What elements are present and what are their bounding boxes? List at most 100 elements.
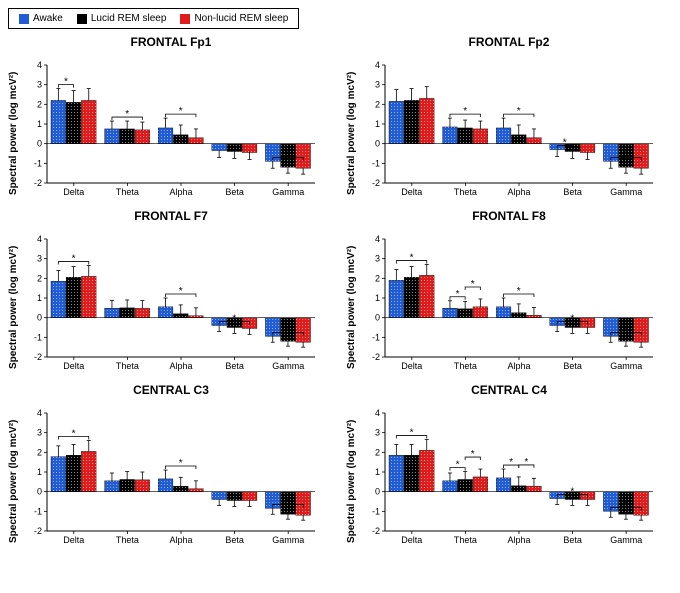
y-tick-label: 1 (375, 119, 380, 129)
x-tick-label: Theta (454, 535, 477, 545)
legend-item: Lucid REM sleep (77, 13, 167, 24)
x-tick-label: Beta (563, 535, 582, 545)
bar (634, 492, 649, 516)
bar (296, 144, 311, 169)
y-tick-label: -1 (372, 332, 380, 342)
bar (419, 275, 434, 317)
bar (81, 276, 96, 317)
y-axis-label: Spectral power (log mcV²) (8, 225, 19, 375)
x-tick-label: Theta (116, 187, 139, 197)
x-tick-label: Alpha (507, 535, 530, 545)
y-tick-label: 2 (375, 273, 380, 283)
y-tick-label: 0 (37, 313, 42, 323)
significance-marker: * (624, 324, 628, 335)
bar (527, 486, 542, 492)
y-tick-label: -1 (372, 506, 380, 516)
x-tick-label: Alpha (507, 361, 530, 371)
bar (66, 102, 81, 143)
y-tick-label: 1 (37, 119, 42, 129)
x-tick-label: Gamma (272, 535, 304, 545)
significance-marker: * (72, 429, 76, 440)
significance-marker: * (179, 458, 183, 469)
bar (227, 144, 242, 152)
bar (634, 318, 649, 343)
y-tick-label: -2 (34, 352, 42, 362)
legend-swatch (19, 14, 29, 24)
significance-marker: * (570, 487, 574, 498)
y-tick-label: 2 (375, 99, 380, 109)
y-tick-label: 2 (37, 447, 42, 457)
y-tick-label: 1 (375, 293, 380, 303)
bar (81, 451, 96, 491)
panel-title: FRONTAL Fp1 (8, 35, 334, 49)
x-tick-label: Alpha (507, 187, 530, 197)
legend-item: Non-lucid REM sleep (180, 13, 288, 24)
bar (66, 455, 81, 491)
legend-label: Lucid REM sleep (91, 13, 167, 24)
x-tick-label: Delta (401, 361, 422, 371)
x-tick-label: Gamma (272, 187, 304, 197)
y-tick-label: -1 (372, 158, 380, 168)
significance-marker: * (125, 109, 129, 120)
significance-marker: * (570, 314, 574, 325)
y-tick-label: 3 (37, 80, 42, 90)
y-tick-label: 0 (37, 139, 42, 149)
bar-chart: -2-101234DeltaThetaAlphaBetaGamma******* (357, 399, 657, 549)
bar (158, 479, 173, 492)
y-tick-label: -2 (372, 526, 380, 536)
x-tick-label: Alpha (169, 187, 192, 197)
significance-marker: * (410, 253, 414, 264)
y-tick-label: 1 (375, 467, 380, 477)
panel-title: FRONTAL F7 (8, 209, 334, 223)
bar (189, 138, 204, 144)
bar (473, 307, 488, 318)
bar (419, 450, 434, 491)
legend-label: Non-lucid REM sleep (194, 13, 288, 24)
x-tick-label: Gamma (610, 187, 642, 197)
y-axis-label: Spectral power (log mcV²) (346, 51, 357, 201)
bar (634, 144, 649, 169)
y-tick-label: 1 (37, 293, 42, 303)
y-tick-label: -1 (34, 506, 42, 516)
x-tick-label: Delta (401, 187, 422, 197)
bar (404, 277, 419, 317)
bar (296, 318, 311, 343)
bar (458, 309, 473, 318)
y-tick-label: 3 (375, 428, 380, 438)
bar (511, 135, 526, 144)
bar (496, 128, 511, 144)
significance-marker: * (624, 149, 628, 160)
bar (227, 492, 242, 501)
y-tick-label: -2 (34, 526, 42, 536)
chart-panel: FRONTAL Fp2Spectral power (log mcV²) -2-… (346, 33, 672, 201)
bar (212, 144, 227, 151)
bar (212, 492, 227, 500)
significance-marker: * (64, 77, 68, 88)
bar (173, 486, 188, 492)
significance-marker: * (624, 499, 628, 510)
significance-marker: * (232, 314, 236, 325)
x-tick-label: Alpha (169, 535, 192, 545)
bar (404, 100, 419, 143)
bar (135, 480, 150, 492)
bar (296, 492, 311, 516)
bar (120, 129, 135, 144)
significance-marker: * (179, 106, 183, 117)
significance-marker: * (72, 254, 76, 265)
bar-chart: -2-101234DeltaThetaAlphaBetaGamma**** (19, 225, 319, 375)
significance-marker: * (286, 149, 290, 160)
legend-swatch (180, 14, 190, 24)
bar-chart: -2-101234DeltaThetaAlphaBetaGamma*** (19, 399, 319, 549)
y-tick-label: -1 (34, 158, 42, 168)
y-tick-label: 4 (37, 60, 42, 70)
y-tick-label: -1 (34, 332, 42, 342)
significance-marker: * (471, 279, 475, 290)
panel-title: CENTRAL C3 (8, 383, 334, 397)
bar (496, 478, 511, 492)
bar (51, 281, 66, 317)
bar (189, 489, 204, 492)
chart-panel: FRONTAL F7 Spectral power (log mcV²) -2 -1… (8, 207, 334, 375)
bar-chart: -2-101234DeltaThetaAlphaBetaGamma****** (357, 225, 657, 375)
y-tick-label: 3 (37, 428, 42, 438)
x-tick-label: Gamma (610, 361, 642, 371)
